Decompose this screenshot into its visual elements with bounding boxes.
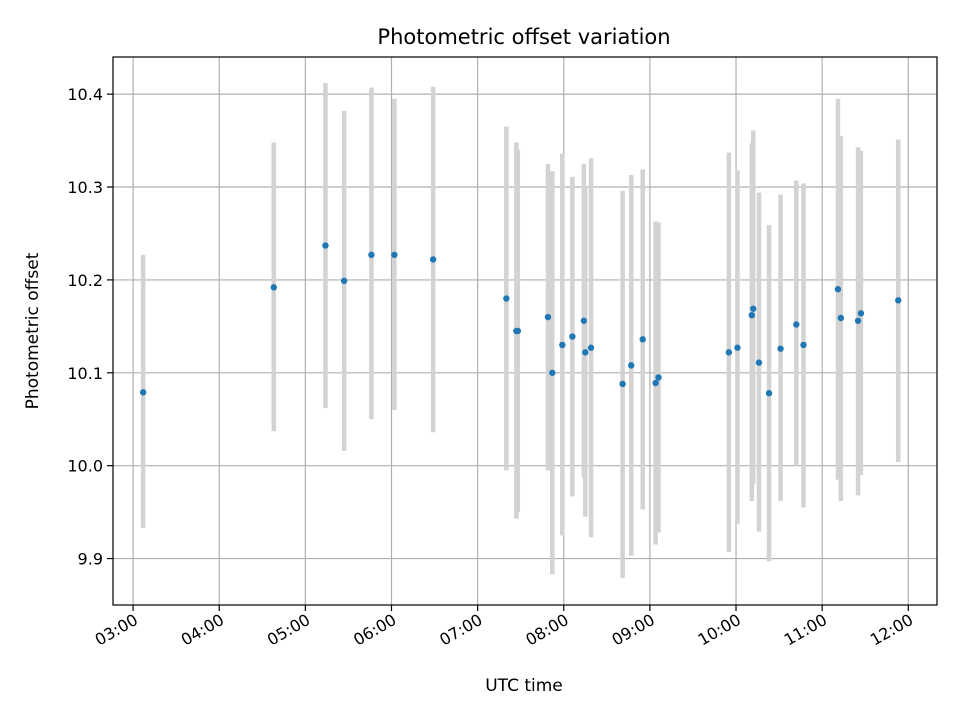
- data-point: [391, 251, 398, 259]
- data-point: [748, 312, 756, 319]
- data-point: [755, 359, 763, 366]
- data-point: [725, 349, 733, 356]
- chart-title: Photometric offset variation: [377, 25, 670, 49]
- data-point: [368, 251, 375, 259]
- data-point: [544, 313, 552, 321]
- data-point: [837, 314, 845, 322]
- data-point: [793, 321, 800, 328]
- data-point: [270, 284, 277, 291]
- data-point: [734, 344, 741, 351]
- y-tick-label: 10.2: [67, 271, 103, 290]
- data-point: [854, 317, 862, 324]
- x-axis-label: UTC time: [485, 676, 563, 696]
- data-point: [655, 374, 662, 381]
- y-tick-label: 10.4: [67, 85, 103, 104]
- data-point: [652, 379, 659, 387]
- data-point: [580, 317, 588, 324]
- data-points: [139, 242, 902, 397]
- data-point: [514, 327, 522, 335]
- y-tick-label: 10.3: [67, 178, 103, 197]
- data-point: [503, 295, 510, 302]
- data-point: [777, 345, 784, 352]
- data-point: [139, 389, 147, 396]
- data-point: [322, 242, 329, 249]
- data-point: [639, 336, 646, 343]
- data-point: [834, 286, 842, 293]
- plot-frame: [112, 56, 938, 606]
- data-point: [765, 390, 773, 397]
- y-axis-label: Photometric offset: [23, 252, 43, 409]
- y-tick-label: 9.9: [78, 550, 103, 569]
- data-point: [429, 256, 437, 263]
- data-point: [549, 369, 556, 376]
- data-point: [628, 362, 635, 369]
- y-tick-label: 10.0: [67, 457, 103, 476]
- data-point: [800, 341, 807, 349]
- data-point: [559, 341, 566, 349]
- data-point: [857, 310, 865, 317]
- data-point: [587, 344, 595, 351]
- data-point: [569, 333, 576, 340]
- y-tick-label: 10.1: [67, 364, 103, 383]
- grid: [113, 57, 937, 605]
- data-point: [895, 297, 902, 304]
- data-point: [582, 349, 589, 356]
- data-point: [619, 380, 626, 388]
- data-point: [340, 277, 348, 285]
- data-point: [750, 305, 757, 312]
